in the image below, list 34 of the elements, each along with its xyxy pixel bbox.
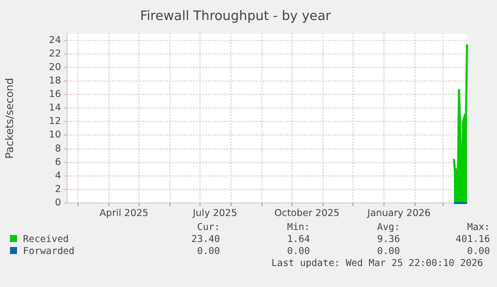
text: Avg:	[376, 221, 400, 233]
y-tick-label: 2	[54, 184, 61, 195]
y-tick-label: 0	[54, 197, 61, 208]
y-tick-label: 18	[48, 76, 61, 86]
text: 0.00	[286, 245, 310, 257]
x-tick-label: October 2025	[274, 208, 340, 220]
chart-title: Firewall Throughput - by year	[140, 9, 332, 24]
x-tick-label: April 2025	[100, 208, 148, 220]
text: Max:	[466, 221, 490, 233]
legend-label: Received	[22, 233, 70, 245]
text: 0.00	[196, 245, 220, 257]
x-tick-label: January 2026	[366, 208, 431, 220]
text: 23.40	[190, 233, 220, 245]
y-tick-label: 6	[54, 156, 61, 168]
y-tick-label: 22	[48, 48, 61, 60]
text: Min:	[286, 221, 310, 233]
text: 1.64	[286, 233, 310, 245]
legend-label: Forwarded	[22, 245, 76, 257]
y-tick-label: 20	[48, 62, 61, 73]
y-tick-label: 8	[54, 143, 61, 154]
text: 0.00	[466, 245, 490, 257]
y-tick-label: 16	[48, 89, 61, 100]
y-tick-label: 24	[48, 34, 61, 46]
x-tick-label: July 2025	[192, 208, 238, 220]
y-tick-label: 14	[48, 102, 61, 114]
text: 0.00	[376, 245, 400, 257]
text: Cur:	[196, 221, 220, 233]
y-tick-label: 12	[48, 116, 61, 128]
text: Last update: Wed Mar 25 22:00:10 2026	[271, 258, 483, 269]
text: 9.36	[376, 233, 400, 245]
text: 401.16	[454, 233, 490, 245]
y-axis-title: Packets/second	[4, 78, 16, 159]
y-tick-label: 4	[54, 170, 61, 182]
y-tick-label: 10	[48, 130, 61, 141]
